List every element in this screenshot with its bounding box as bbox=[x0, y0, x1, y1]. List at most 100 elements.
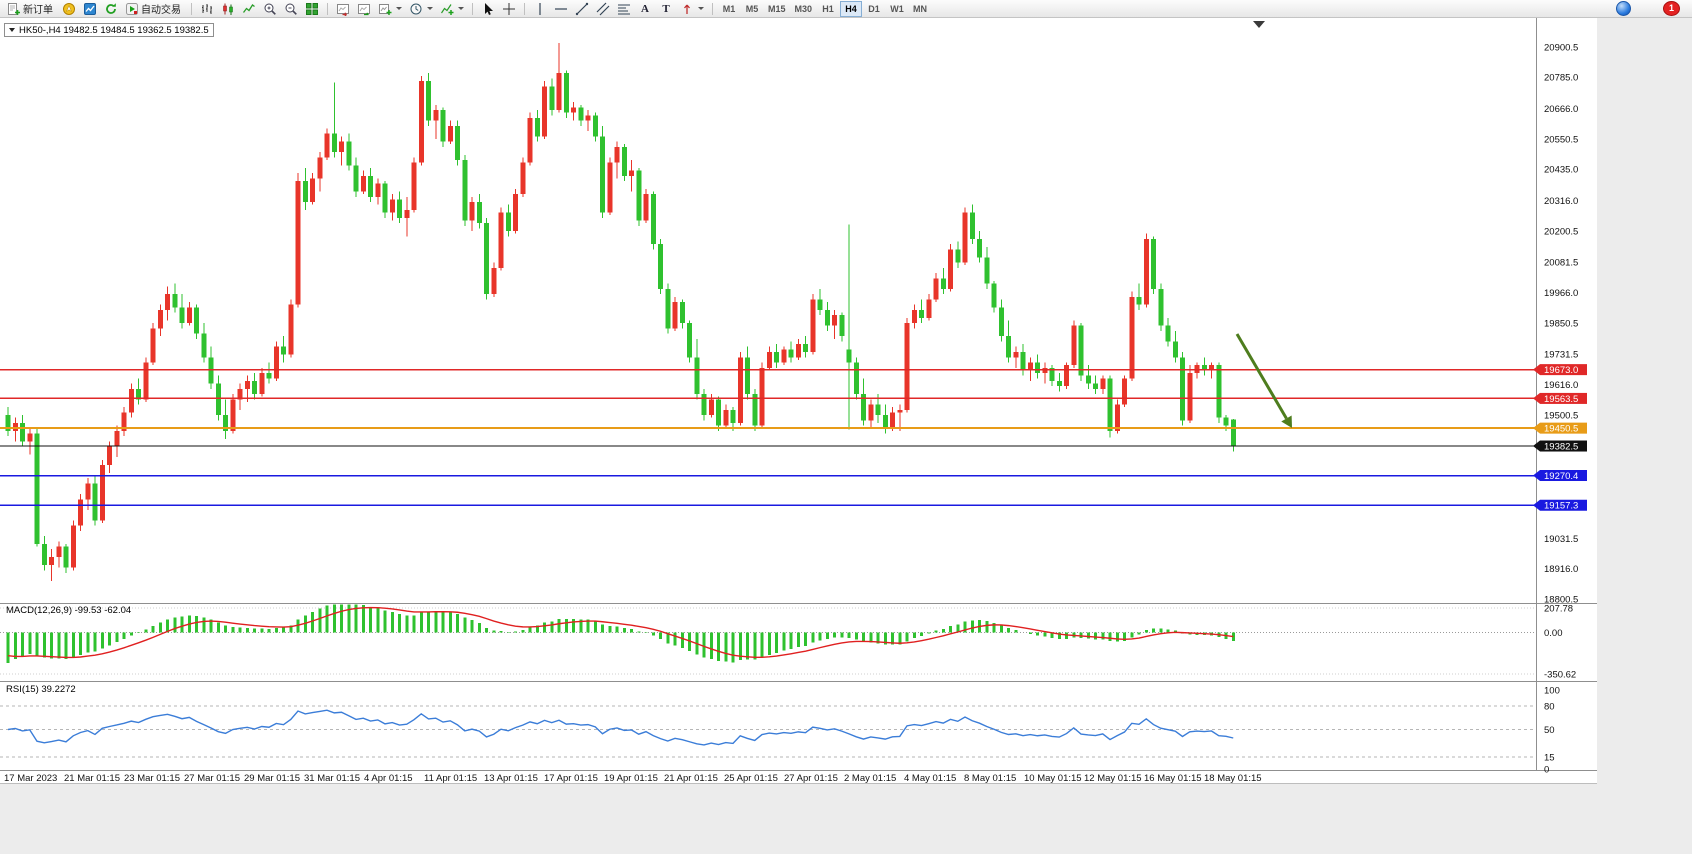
auto-scroll-button[interactable] bbox=[354, 1, 374, 17]
candle bbox=[534, 117, 540, 137]
candle bbox=[607, 162, 613, 213]
candle bbox=[672, 302, 678, 329]
candle bbox=[201, 333, 207, 358]
community-search-icon[interactable] bbox=[1616, 1, 1631, 16]
price-tag[interactable] bbox=[1540, 392, 1587, 404]
time-axis-label: 17 Mar 2023 bbox=[4, 773, 57, 784]
zoom-out-button[interactable] bbox=[281, 1, 301, 17]
candle bbox=[1151, 238, 1156, 289]
timeframe-M15[interactable]: M15 bbox=[764, 1, 790, 17]
candle bbox=[27, 433, 33, 442]
candle bbox=[252, 380, 257, 395]
candle bbox=[527, 117, 533, 163]
new-chart-button[interactable] bbox=[375, 1, 405, 17]
candle bbox=[759, 367, 765, 426]
candle bbox=[484, 223, 489, 295]
tile-windows-button[interactable] bbox=[302, 1, 322, 17]
vertical-line-tool-button[interactable] bbox=[530, 1, 550, 17]
period-selector-button[interactable] bbox=[406, 1, 436, 17]
bar-chart-icon bbox=[202, 3, 212, 14]
price-tag[interactable] bbox=[1540, 440, 1587, 452]
pane-separators[interactable] bbox=[0, 18, 1597, 784]
trend-arrow-annotation[interactable] bbox=[1235, 333, 1288, 420]
chart-shift-button[interactable] bbox=[333, 1, 353, 17]
candle bbox=[165, 294, 170, 310]
candle bbox=[433, 110, 439, 121]
price-tag-label: 19270.4 bbox=[1544, 471, 1578, 482]
timeframe-H4[interactable]: H4 bbox=[840, 0, 863, 17]
candle bbox=[911, 309, 917, 324]
candle bbox=[679, 302, 685, 324]
toolbar-right-icons: 1 bbox=[1616, 1, 1688, 16]
text-label-tool-button[interactable]: T bbox=[656, 1, 676, 17]
candle bbox=[476, 202, 482, 224]
candle bbox=[730, 409, 736, 424]
timeframe-MN[interactable]: MN bbox=[909, 1, 931, 17]
horizontal-line-tool-button[interactable] bbox=[551, 1, 571, 17]
zoom-in-button[interactable] bbox=[260, 1, 280, 17]
price-tag[interactable] bbox=[1540, 470, 1587, 482]
candle bbox=[1035, 362, 1040, 374]
candle bbox=[853, 362, 859, 395]
chart-title-box[interactable]: HK50-,H4 19482.5 19484.5 19362.5 19382.5 bbox=[4, 23, 214, 37]
chart-canvas[interactable]: 20900.5 20785.0 20666.0 20550.5 20435.0 20316… bbox=[0, 18, 1597, 784]
line-chart-button[interactable] bbox=[239, 1, 259, 17]
bar-chart-button[interactable] bbox=[197, 1, 217, 17]
time-axis-label: 13 Apr 01:15 bbox=[484, 773, 538, 784]
candle bbox=[600, 136, 605, 213]
candle bbox=[904, 323, 910, 410]
refresh-button[interactable] bbox=[101, 1, 121, 17]
price-tag-notch bbox=[1533, 440, 1540, 452]
fibonacci-tool-button[interactable] bbox=[614, 1, 634, 17]
candle bbox=[890, 412, 895, 429]
one-click-trading-toggle-icon[interactable] bbox=[9, 28, 15, 32]
time-axis-label: 23 Mar 01:15 bbox=[124, 773, 180, 784]
timeframe-M5[interactable]: M5 bbox=[741, 1, 763, 17]
candle bbox=[788, 349, 794, 358]
candle bbox=[346, 141, 352, 166]
crosshair-icon bbox=[503, 2, 515, 15]
trend-arrow-head[interactable] bbox=[1281, 415, 1292, 428]
candle bbox=[440, 110, 446, 142]
candle bbox=[1122, 378, 1127, 405]
candle bbox=[426, 81, 431, 121]
compass-button[interactable] bbox=[59, 1, 79, 17]
indicators-button[interactable] bbox=[437, 1, 467, 17]
trendline-tool-button[interactable] bbox=[572, 1, 592, 17]
channel-tool-button[interactable] bbox=[593, 1, 613, 17]
timeframe-H1[interactable]: H1 bbox=[817, 1, 839, 17]
arrows-tool-button[interactable] bbox=[677, 1, 707, 17]
candle bbox=[339, 141, 344, 153]
notification-badge[interactable]: 1 bbox=[1663, 1, 1680, 16]
crosshair-tool-button[interactable] bbox=[499, 1, 519, 17]
new-order-button[interactable]: 新订单 bbox=[4, 1, 58, 17]
text-tool-button[interactable]: A bbox=[635, 1, 655, 17]
timeframe-D1[interactable]: D1 bbox=[863, 1, 885, 17]
candle bbox=[1223, 417, 1229, 426]
market-watch-button[interactable] bbox=[80, 1, 100, 17]
timeframe-W1[interactable]: W1 bbox=[886, 1, 908, 17]
candle bbox=[1187, 373, 1193, 421]
cursor-tool-button[interactable] bbox=[478, 1, 498, 17]
price-tag[interactable] bbox=[1540, 364, 1587, 376]
price-axis-label: 20435.0 bbox=[1544, 165, 1578, 176]
candlestick-chart-button[interactable] bbox=[218, 1, 238, 17]
chart-shift-icon bbox=[337, 3, 349, 16]
candle bbox=[832, 315, 837, 326]
toolbar-separator bbox=[191, 2, 192, 15]
candle bbox=[92, 483, 98, 521]
chevron-down-icon bbox=[427, 7, 433, 10]
candle bbox=[1165, 325, 1171, 342]
price-tag[interactable] bbox=[1540, 422, 1587, 434]
time-axis-label: 8 May 01:15 bbox=[964, 773, 1016, 784]
timeframe-M30[interactable]: M30 bbox=[791, 1, 817, 17]
candle bbox=[491, 267, 497, 295]
autotrading-button[interactable]: 自动交易 bbox=[122, 1, 186, 17]
zoom-out-icon bbox=[285, 3, 297, 15]
candle bbox=[795, 344, 801, 358]
new-order-icon bbox=[8, 2, 20, 15]
price-tag[interactable] bbox=[1540, 499, 1587, 511]
rsi-axis-label: 15 bbox=[1544, 753, 1555, 764]
price-tag-label: 19157.3 bbox=[1544, 501, 1578, 512]
timeframe-M1[interactable]: M1 bbox=[718, 1, 740, 17]
